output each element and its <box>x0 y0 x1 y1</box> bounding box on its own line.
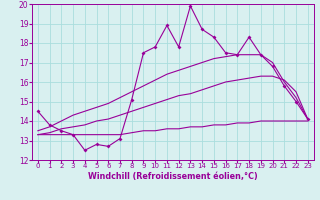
X-axis label: Windchill (Refroidissement éolien,°C): Windchill (Refroidissement éolien,°C) <box>88 172 258 181</box>
